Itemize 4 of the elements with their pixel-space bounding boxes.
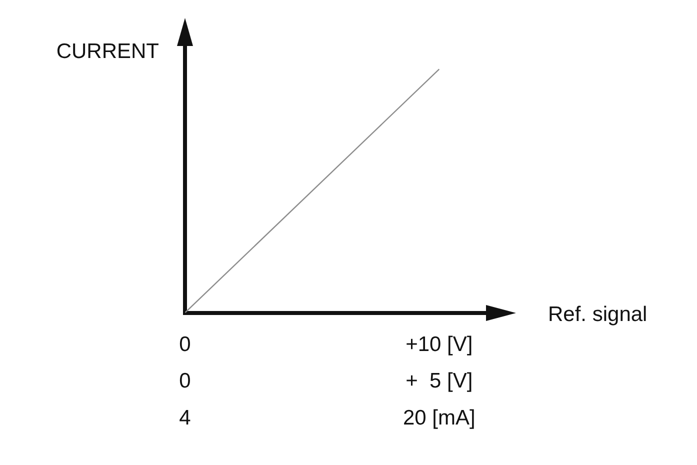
x-tick-label: +10 [V] + 5 [V] 20 [mA] [402,332,476,430]
x-axis-title: Ref. signal [548,302,648,327]
x-tick-label: 0 0 4 [179,332,192,430]
y-axis-title: CURRENT [56,40,159,64]
